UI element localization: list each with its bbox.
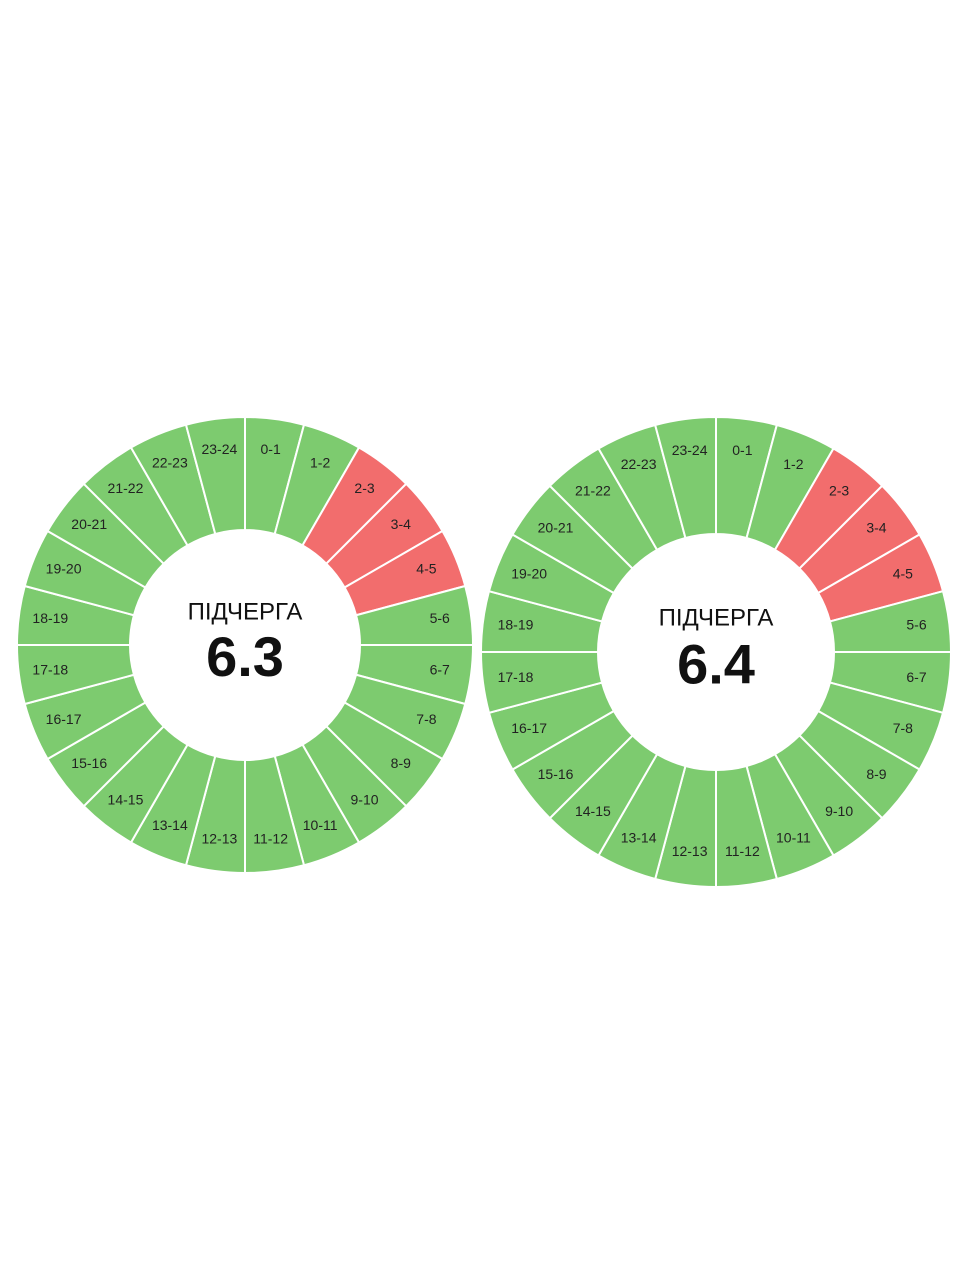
segment-label: 21-22 (108, 480, 144, 496)
segment-label: 4-5 (416, 561, 436, 577)
segment-label: 15-16 (71, 755, 107, 771)
segment-label: 18-19 (498, 616, 534, 632)
segment-label: 10-11 (303, 817, 338, 833)
dial-title: ПІДЧЕРГА (188, 598, 303, 625)
segment-label: 1-2 (783, 456, 803, 472)
segment-label: 19-20 (46, 561, 82, 577)
segment-label: 14-15 (575, 803, 611, 819)
dial-number: 6.4 (677, 632, 755, 695)
segment-label: 6-7 (430, 661, 450, 677)
segment-label: 1-2 (310, 454, 330, 470)
segment (184, 415, 246, 536)
dial-title: ПІДЧЕРГА (659, 604, 774, 631)
segment-label: 23-24 (672, 442, 708, 458)
segment-label: 0-1 (732, 442, 752, 458)
segment-label: 3-4 (391, 516, 411, 532)
segment-label: 11-12 (725, 843, 760, 859)
segment-label: 16-17 (511, 720, 547, 736)
dial-number: 6.3 (206, 625, 284, 688)
segment-label: 7-8 (416, 711, 436, 727)
segment-label: 9-10 (351, 791, 379, 807)
segment-label: 3-4 (866, 520, 886, 536)
segment-label: 10-11 (776, 830, 811, 846)
segment-label: 2-3 (829, 482, 849, 498)
segment-label: 6-7 (906, 669, 926, 685)
segment-label: 17-18 (32, 661, 68, 677)
segment-label: 18-19 (32, 610, 68, 626)
segment-label: 13-14 (152, 817, 188, 833)
segment-label: 8-9 (391, 755, 411, 771)
segment-label: 4-5 (893, 565, 913, 581)
segment-label: 16-17 (46, 711, 82, 727)
segment-label: 19-20 (511, 565, 547, 581)
segment-label: 7-8 (893, 720, 913, 736)
segment-label: 23-24 (201, 441, 237, 457)
segment-label: 13-14 (621, 830, 657, 846)
segment-label: 22-23 (621, 456, 657, 472)
segment-label: 22-23 (152, 454, 188, 470)
segment-label: 20-21 (538, 520, 574, 536)
segment-label: 17-18 (498, 669, 534, 685)
segment-label: 2-3 (354, 480, 374, 496)
segment-label: 5-6 (906, 616, 926, 632)
segment-label: 9-10 (825, 803, 853, 819)
segment-label: 12-13 (201, 830, 237, 846)
segment-label: 21-22 (575, 482, 611, 498)
segment-label: 12-13 (672, 843, 708, 859)
segment-label: 5-6 (430, 610, 450, 626)
segment-label: 14-15 (108, 791, 144, 807)
segment-label: 15-16 (538, 766, 574, 782)
segment (653, 415, 717, 540)
segment-label: 0-1 (261, 441, 281, 457)
segment-label: 20-21 (71, 516, 107, 532)
segment-label: 11-12 (253, 830, 288, 846)
segment-label: 8-9 (866, 766, 886, 782)
